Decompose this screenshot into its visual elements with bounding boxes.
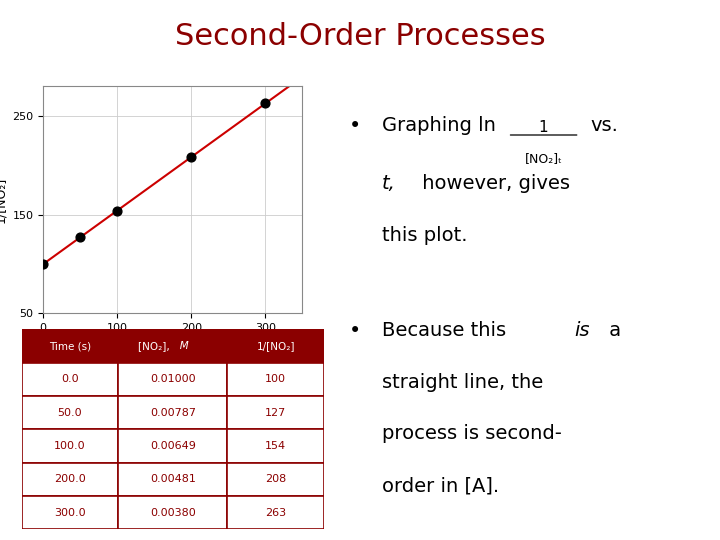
FancyBboxPatch shape: [22, 463, 118, 496]
Text: 1/[NO₂]: 1/[NO₂]: [256, 341, 295, 351]
Text: 50.0: 50.0: [58, 408, 82, 417]
Text: a: a: [603, 321, 621, 340]
Text: 208: 208: [265, 474, 287, 484]
FancyBboxPatch shape: [22, 396, 118, 429]
Text: 263: 263: [265, 508, 286, 517]
FancyBboxPatch shape: [228, 396, 324, 429]
Text: 0.00649: 0.00649: [150, 441, 196, 451]
FancyBboxPatch shape: [118, 363, 228, 396]
Text: 127: 127: [265, 408, 287, 417]
Text: 0.0: 0.0: [61, 374, 78, 384]
FancyBboxPatch shape: [118, 429, 228, 463]
FancyBboxPatch shape: [228, 496, 324, 529]
FancyBboxPatch shape: [228, 329, 324, 363]
Text: Graphing ln: Graphing ln: [382, 116, 495, 134]
Text: order in [A].: order in [A].: [382, 476, 499, 495]
Text: t,: t,: [382, 174, 395, 193]
Text: M: M: [157, 341, 189, 351]
Text: this plot.: this plot.: [382, 226, 467, 245]
Text: Time (s): Time (s): [49, 341, 91, 351]
Text: 0.01000: 0.01000: [150, 374, 196, 384]
Text: 154: 154: [265, 441, 286, 451]
Text: [NO₂]ₜ: [NO₂]ₜ: [525, 152, 562, 165]
FancyBboxPatch shape: [118, 463, 228, 496]
Text: 1: 1: [539, 120, 549, 135]
FancyBboxPatch shape: [228, 463, 324, 496]
Point: [260, 99, 271, 107]
Text: 100.0: 100.0: [54, 441, 86, 451]
Text: process is second-: process is second-: [382, 424, 562, 443]
Text: •: •: [349, 116, 361, 136]
Text: straight line, the: straight line, the: [382, 373, 543, 392]
FancyBboxPatch shape: [22, 363, 118, 396]
Text: 0.00380: 0.00380: [150, 508, 196, 517]
FancyBboxPatch shape: [118, 329, 228, 363]
Text: Second-Order Processes: Second-Order Processes: [175, 22, 545, 51]
Text: 200.0: 200.0: [54, 474, 86, 484]
Text: 0.00787: 0.00787: [150, 408, 196, 417]
FancyBboxPatch shape: [22, 429, 118, 463]
FancyBboxPatch shape: [22, 496, 118, 529]
Text: vs.: vs.: [590, 116, 618, 134]
X-axis label: Time (s): Time (s): [144, 339, 202, 352]
Text: 300.0: 300.0: [54, 508, 86, 517]
Text: however, gives: however, gives: [416, 174, 570, 193]
Text: 100: 100: [265, 374, 286, 384]
Text: is: is: [575, 321, 590, 340]
Point: [112, 206, 123, 215]
FancyBboxPatch shape: [228, 429, 324, 463]
FancyBboxPatch shape: [228, 363, 324, 396]
Point: [74, 233, 86, 241]
FancyBboxPatch shape: [118, 496, 228, 529]
Text: 0.00481: 0.00481: [150, 474, 196, 484]
Text: [NO₂],: [NO₂],: [138, 341, 173, 351]
Point: [37, 260, 49, 268]
Text: Because this: Because this: [382, 321, 512, 340]
FancyBboxPatch shape: [118, 396, 228, 429]
FancyBboxPatch shape: [22, 329, 118, 363]
Text: •: •: [349, 321, 361, 341]
Point: [186, 153, 197, 161]
Y-axis label: 1/[NO₂]: 1/[NO₂]: [0, 177, 6, 223]
